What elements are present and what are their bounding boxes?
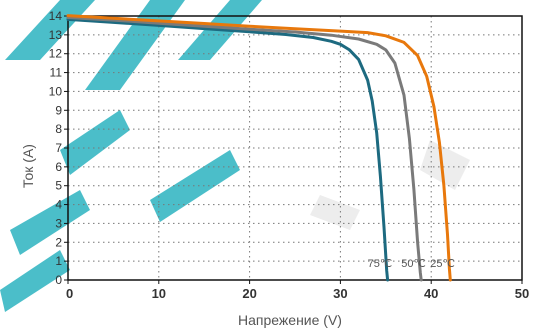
y-tick-label: 14 <box>49 9 63 23</box>
watermark-stroke <box>0 250 70 312</box>
watermark-stroke <box>150 150 240 222</box>
y-tick-label: 9 <box>55 103 62 117</box>
x-tick-label: 0 <box>66 286 73 301</box>
series-line-0 <box>66 17 390 282</box>
x-tick-label: 40 <box>424 286 438 301</box>
x-tick-label: 10 <box>152 286 166 301</box>
temperature-annotation: 50℃ <box>401 258 426 270</box>
y-tick-label: 12 <box>49 47 63 61</box>
grid <box>68 16 522 280</box>
y-tick-label: 4 <box>55 198 62 212</box>
y-tick-label: 11 <box>50 66 63 80</box>
series-line-1 <box>66 16 423 282</box>
y-tick-label: 7 <box>55 141 62 155</box>
temperature-annotation: 25℃ <box>430 258 455 270</box>
series-line-2 <box>66 14 452 282</box>
x-tick-label: 20 <box>242 286 256 301</box>
watermark <box>0 0 470 312</box>
watermark-stroke <box>420 140 470 190</box>
y-tick-label: 5 <box>55 179 62 193</box>
y-tick-label: 3 <box>55 216 62 230</box>
y-tick-label: 0 <box>55 273 62 287</box>
y-tick-label: 10 <box>49 84 63 98</box>
series-group <box>66 14 452 282</box>
watermark-stroke <box>10 190 90 255</box>
y-axis-label: Ток (A) <box>20 144 36 188</box>
x-tick-label: 30 <box>333 286 347 301</box>
y-tick-label: 2 <box>55 235 62 249</box>
y-tick-label: 1 <box>55 254 62 268</box>
y-tick-label: 6 <box>55 160 62 174</box>
temperature-annotations: 75℃ 50℃ 25℃ <box>368 258 455 270</box>
y-tick-label: 13 <box>49 28 63 42</box>
watermark-stroke <box>85 0 185 90</box>
x-axis-label: Напрежение (V) <box>238 312 342 328</box>
watermark-stroke <box>60 110 130 175</box>
x-tick-label: 50 <box>515 286 529 301</box>
y-tick-label: 8 <box>55 122 62 136</box>
temperature-annotation: 75℃ <box>368 258 393 270</box>
watermark-stroke <box>310 195 360 230</box>
